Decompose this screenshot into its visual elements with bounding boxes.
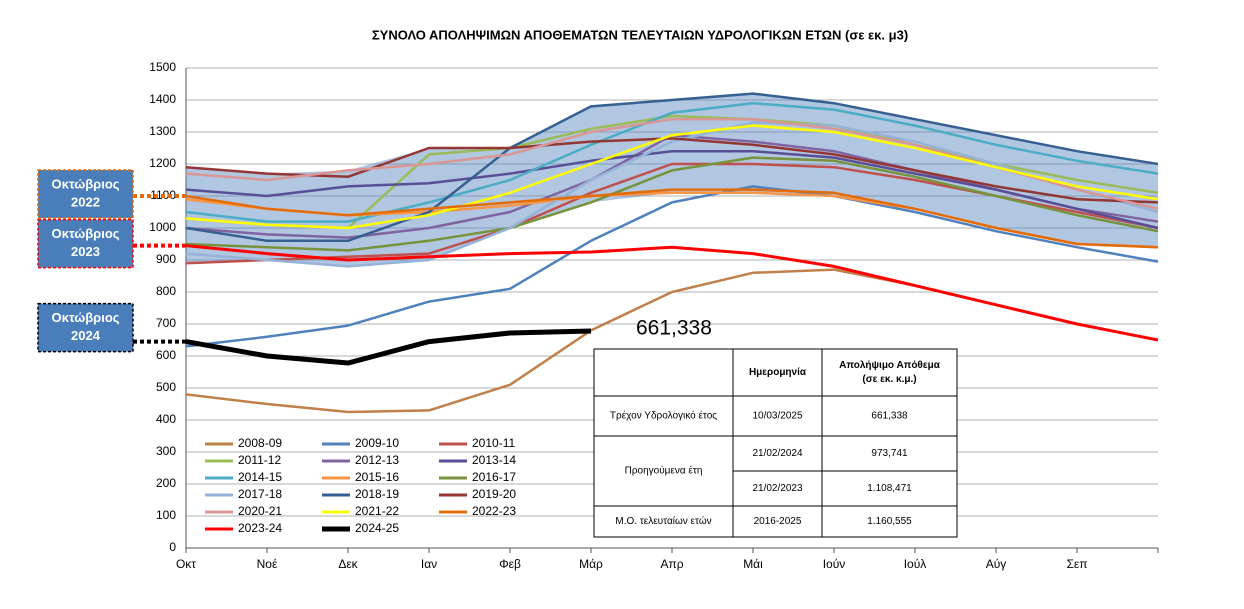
y-tick-label: 300 — [156, 444, 176, 458]
x-tick-label: Απρ — [660, 557, 683, 571]
current-value-label: 661,338 — [636, 317, 712, 340]
x-tick-label: Ιαν — [421, 557, 437, 571]
y-tick-label: 1000 — [149, 220, 176, 234]
annotation-text: 2024 — [71, 328, 101, 343]
series-line — [185, 101, 1159, 223]
table-cell: 2016-2025 — [754, 516, 802, 527]
y-tick-label: 800 — [156, 284, 176, 298]
y-tick-label: 1500 — [149, 60, 176, 74]
series-line — [185, 149, 1159, 230]
y-tick-label: 1300 — [149, 124, 176, 138]
y-tick-label: 600 — [156, 348, 176, 362]
legend-label: 2020-21 — [238, 504, 282, 518]
x-tick-label: Σεπ — [1066, 557, 1087, 571]
legend-label: 2009-10 — [355, 436, 399, 450]
legend-label: 2011-12 — [238, 453, 281, 467]
x-tick-label: Αύγ — [986, 557, 1007, 571]
x-tick-label: Οκτ — [176, 557, 196, 571]
y-tick-label: 400 — [156, 412, 176, 426]
x-tick-label: Δεκ — [338, 557, 358, 571]
legend-label: 2012-13 — [355, 453, 399, 467]
annotation-text: Οκτώβριος — [51, 226, 119, 241]
x-tick-label: Ιούν — [823, 557, 846, 571]
y-tick-label: 100 — [156, 508, 176, 522]
chart-title: ΣΥΝΟΛΟ ΑΠΟΛΗΨΙΜΩΝ ΑΠΟΘΕΜΑΤΩΝ ΤΕΛΕΥΤΑΙΩΝ … — [372, 27, 908, 42]
table-cell: 661,338 — [871, 411, 908, 422]
legend-label: 2014-15 — [238, 470, 282, 484]
legend-label: 2022-23 — [472, 504, 516, 518]
range-band — [186, 93, 1158, 267]
series-line — [185, 137, 1159, 204]
table-cell: Μ.Ο. τελευταίων ετών — [615, 515, 711, 527]
y-tick-label: 900 — [156, 252, 176, 266]
table-cell: Τρέχον Υδρολογικό έτος — [610, 410, 717, 422]
legend-label: 2010-11 — [472, 436, 515, 450]
annotation-text: Οκτώβριος — [51, 176, 119, 191]
y-tick-label: 500 — [156, 380, 176, 394]
x-tick-label: Ιούλ — [904, 557, 927, 571]
legend-label: 2024-25 — [355, 521, 399, 535]
y-tick-label: 1200 — [149, 156, 176, 170]
series-line — [185, 188, 1159, 249]
legend-label: 2021-22 — [355, 504, 399, 518]
legend-label: 2018-19 — [355, 487, 399, 501]
legend-label: 2023-24 — [238, 521, 282, 535]
y-tick-label: 0 — [169, 540, 176, 554]
annotation-box — [37, 218, 134, 269]
legend-label: 2013-14 — [472, 453, 516, 467]
legend-label: 2019-20 — [472, 487, 516, 501]
annotation-text: 2023 — [71, 244, 100, 259]
table-cell: 21/02/2023 — [752, 483, 802, 494]
table-cell: Ημερομηνία — [749, 367, 807, 378]
table-cell: 10/03/2025 — [752, 411, 802, 422]
table-cell: Απολήψιμο Απόθεμα — [839, 360, 941, 371]
y-tick-label: 700 — [156, 316, 176, 330]
series-line — [185, 244, 1159, 342]
y-tick-label: 200 — [156, 476, 176, 490]
table-cell: Προηγούμενα έτη — [625, 465, 703, 477]
series-line — [185, 92, 1159, 243]
legend-label: 2015-16 — [355, 470, 399, 484]
annotation-text: 2022 — [71, 194, 100, 209]
series-line — [185, 156, 1159, 252]
series-line — [185, 328, 592, 366]
x-tick-label: Μάι — [743, 557, 763, 571]
table-cell: 1.160,555 — [867, 516, 912, 527]
annotation-box — [37, 302, 134, 353]
y-tick-label: 1400 — [149, 92, 176, 106]
annotation-box — [37, 169, 134, 219]
table-cell: 973,741 — [871, 448, 908, 459]
table-cell: (σε εκ. κ.μ.) — [862, 374, 916, 385]
table-cell: 1.108,471 — [867, 483, 912, 494]
series-line — [185, 185, 1159, 348]
x-tick-label: Μάρ — [579, 557, 603, 571]
legend-label: 2017-18 — [238, 487, 282, 501]
series-line — [185, 124, 1159, 230]
legend-label: 2016-17 — [472, 470, 516, 484]
x-tick-label: Φεβ — [499, 557, 521, 571]
annotation-text: Οκτώβριος — [51, 310, 119, 325]
legend-label: 2008-09 — [238, 436, 282, 450]
table-cell: 21/02/2024 — [752, 448, 802, 459]
series-line — [185, 121, 1159, 268]
x-tick-label: Νοέ — [257, 557, 278, 571]
